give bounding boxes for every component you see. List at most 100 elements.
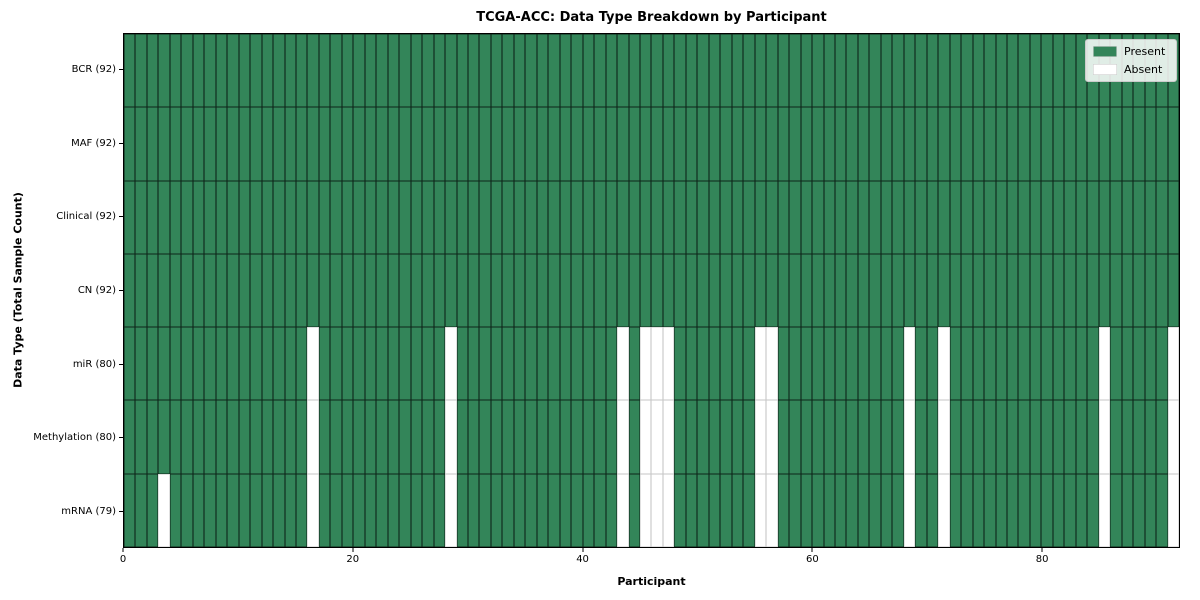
heatmap-cell-absent (766, 400, 778, 474)
heatmap-cell-present (915, 253, 927, 328)
heatmap-cell-present (410, 253, 423, 328)
heatmap-cell-present (1064, 107, 1076, 181)
heatmap-cell-present (273, 253, 285, 328)
heatmap-cell-present (961, 34, 973, 108)
heatmap-cell-present (479, 34, 491, 108)
heatmap-cell-present (146, 180, 159, 254)
heatmap-cell-present (433, 327, 446, 401)
heatmap-cell-present (662, 253, 675, 328)
heatmap-cell-present (777, 473, 790, 547)
heatmap-cell-present (445, 107, 457, 181)
heatmap-cell-present (846, 180, 858, 254)
heatmap-cell-present (433, 107, 446, 181)
heatmap-cell-present (743, 107, 755, 181)
heatmap-cell-present (364, 34, 377, 108)
heatmap-cell-present (146, 473, 159, 547)
heatmap-cell-present (238, 253, 251, 328)
heatmap-cell-present (731, 107, 744, 181)
heatmap-cell-present (341, 180, 354, 254)
heatmap-cell-present (605, 327, 618, 401)
heatmap-cell-present (1121, 327, 1134, 401)
heatmap-cell-present (1041, 473, 1053, 547)
y-tick-label: mRNA (79) (61, 505, 116, 517)
heatmap-cell-present (227, 180, 239, 254)
y-tick-Clinical: Clinical (92) (0, 180, 123, 254)
heatmap-cell-present (628, 400, 641, 474)
heatmap-cell-present (617, 34, 629, 108)
heatmap-cell-present (1018, 107, 1030, 181)
heatmap-cell-present (192, 34, 205, 108)
heatmap-cell-present (536, 180, 549, 254)
heatmap-cell-present (628, 180, 641, 254)
heatmap-cell-present (708, 180, 721, 254)
y-tick-mark (119, 290, 123, 292)
heatmap-cell-present (995, 180, 1007, 254)
heatmap-cell-present (1156, 180, 1168, 254)
heatmap-cell-present (399, 253, 411, 328)
heatmap-cell-present (330, 473, 342, 547)
heatmap-cell-present (376, 180, 388, 254)
heatmap-cell-present (1064, 473, 1076, 547)
heatmap-cell-present (502, 473, 514, 547)
heatmap-cell-present (1144, 107, 1157, 181)
heatmap-cell-present (548, 253, 560, 328)
heatmap-cell-present (995, 327, 1007, 401)
heatmap-cell-present (1121, 180, 1134, 254)
heatmap-cell-absent (938, 473, 950, 547)
heatmap-cell-present (158, 400, 170, 474)
heatmap-cell-present (1133, 400, 1145, 474)
heatmap-cell-present (410, 327, 423, 401)
heatmap-cell-present (880, 180, 893, 254)
heatmap-cell-present (284, 327, 296, 401)
x-axis: 0 20 40 60 80 (120, 548, 1180, 574)
heatmap-cell-present (571, 400, 583, 474)
heatmap-cell-present (1029, 180, 1042, 254)
heatmap-cell-present (674, 400, 686, 474)
heatmap-cell-present (984, 180, 996, 254)
heatmap-cell-present (502, 327, 514, 401)
heatmap-cell-absent (754, 327, 767, 401)
heatmap-cell-present (926, 473, 939, 547)
heatmap-cell-present (651, 34, 663, 108)
heatmap-cell-present (261, 327, 274, 401)
heatmap-cell-present (938, 253, 950, 328)
y-tick-mark (119, 216, 123, 218)
heatmap-cell-present (353, 34, 365, 108)
heatmap-cell-present (525, 253, 537, 328)
heatmap-cell-present (640, 180, 652, 254)
heatmap-cell-present (422, 473, 434, 547)
heatmap-cell-absent (1167, 327, 1179, 401)
heatmap-cell-present (181, 327, 193, 401)
heatmap-cell-present (536, 34, 549, 108)
x-tick-mark (122, 548, 124, 552)
heatmap-cell-present (846, 327, 858, 401)
heatmap-cell-present (422, 180, 434, 254)
y-tick-mark (119, 142, 123, 144)
heatmap-cell-present (1110, 400, 1122, 474)
heatmap-cell-absent (158, 473, 170, 547)
heatmap-cell-present (456, 400, 469, 474)
heatmap-cell-present (938, 34, 950, 108)
heatmap-cell-present (341, 327, 354, 401)
heatmap-cell-present (582, 253, 595, 328)
heatmap-cell-present (617, 180, 629, 254)
heatmap-cell-present (238, 327, 251, 401)
heatmap-cell-present (869, 473, 881, 547)
heatmap-cell-present (181, 473, 193, 547)
heatmap-cell-present (743, 180, 755, 254)
heatmap-cell-present (135, 180, 147, 254)
heatmap-cell-present (582, 327, 595, 401)
heatmap-cell-present (204, 34, 216, 108)
heatmap-cell-present (296, 400, 308, 474)
heatmap-cell-present (708, 253, 721, 328)
heatmap-cell-present (869, 253, 881, 328)
heatmap-cell-absent (445, 473, 457, 547)
heatmap-cell-present (731, 400, 744, 474)
heatmap-cell-present (479, 253, 491, 328)
heatmap-cell-present (789, 34, 801, 108)
heatmap-cell-present (731, 34, 744, 108)
heatmap-cell-present (800, 180, 813, 254)
heatmap-cell-present (961, 473, 973, 547)
heatmap-cell-present (353, 180, 365, 254)
heatmap-cell-present (399, 400, 411, 474)
